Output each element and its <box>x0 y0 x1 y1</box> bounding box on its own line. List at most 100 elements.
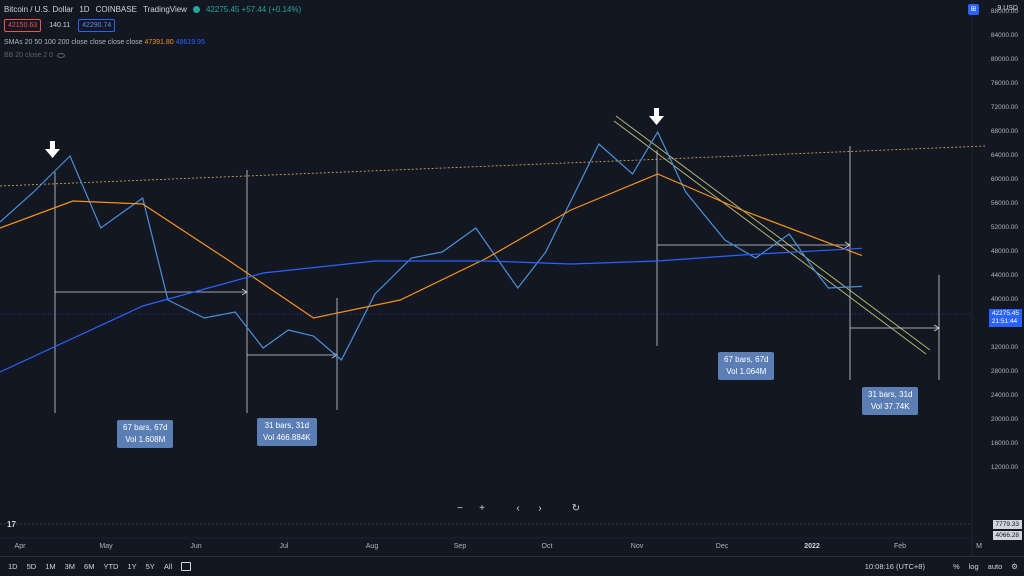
price-tick: 24000.00 <box>990 392 1018 399</box>
sma-label: SMAs 20 50 100 200 close close close clo… <box>4 39 143 46</box>
down-arrow-icon <box>45 141 60 158</box>
interval[interactable]: 1D <box>79 5 90 14</box>
trendline-upper <box>615 115 931 351</box>
price-tick: 16000.00 <box>990 440 1018 447</box>
timeframe-list: 1D 5D 1M 3M 6M YTD 1Y 5Y All <box>8 562 172 571</box>
time-tick: Dec <box>715 543 729 550</box>
currency-selector[interactable]: 9 USD <box>997 5 1018 12</box>
timeframe-button[interactable]: 5Y <box>145 562 155 571</box>
bb-label: BB 20 close 2 0 <box>4 52 54 59</box>
tradingview-logo-icon[interactable]: 17 <box>7 520 16 529</box>
percent-toggle[interactable]: % <box>952 562 960 571</box>
price-tick: 88000.00 <box>990 8 1018 15</box>
zoom-in-button[interactable]: + <box>479 503 485 514</box>
market-open-icon <box>192 6 200 13</box>
time-tick: Oct <box>541 543 553 550</box>
price-tick: 28000.00 <box>990 368 1018 375</box>
annotation-bars: 31 bars, 31d <box>868 390 913 399</box>
price-tick: 48000.00 <box>990 248 1018 255</box>
time-tick: Jul <box>279 543 289 550</box>
reset-chart-button[interactable]: ↻ <box>571 503 581 514</box>
price-series-line <box>0 130 863 361</box>
lower-value-1: 7779.33 <box>992 520 1022 529</box>
settings-icon[interactable]: ⚙ <box>1011 562 1018 571</box>
time-tick: Sep <box>453 543 467 550</box>
price-tick: 76000.00 <box>990 80 1018 87</box>
price-tick: 68000.00 <box>990 128 1018 135</box>
price-tick: 52000.00 <box>990 224 1018 231</box>
timeframe-button[interactable]: 1D <box>8 562 18 571</box>
resistance-line <box>0 145 986 187</box>
sma-orange-line <box>0 173 863 319</box>
price-tick: 44000.00 <box>990 272 1018 279</box>
price-tick: 84000.00 <box>990 32 1018 39</box>
annotation-vol: Vol 1.608M <box>125 435 166 444</box>
lower-value-2: 4066.28 <box>992 531 1022 540</box>
down-arrow-icon <box>649 108 664 125</box>
timeframe-button[interactable]: 5D <box>26 562 37 571</box>
bottom-toolbar: 1D 5D 1M 3M 6M YTD 1Y 5Y All 10:08:16 (UTC+8) % … <box>0 556 1024 576</box>
time-tick: May <box>99 543 113 550</box>
order-panel: 42150.63 140.11 42290.74 <box>4 19 116 32</box>
measure-annotation-4: 31 bars, 31d Vol 37.74K <box>862 387 919 415</box>
clock[interactable]: 10:08:16 (UTC+8) <box>864 562 925 571</box>
timeframe-button[interactable]: 1M <box>45 562 56 571</box>
spread: 140.11 <box>45 19 75 32</box>
scroll-back-button[interactable]: ‹ <box>516 503 520 514</box>
timeframe-button[interactable]: 3M <box>64 562 76 571</box>
measure-lines <box>54 146 940 413</box>
price-tick: 20000.00 <box>990 416 1018 423</box>
log-toggle[interactable]: log <box>968 562 979 571</box>
sma-blue-line <box>0 247 863 373</box>
eye-icon[interactable] <box>57 53 66 58</box>
price-tick: 32000.00 <box>990 344 1018 351</box>
time-tick: Jun <box>190 543 202 550</box>
quote: 42275.45 +57.44 (+0.14%) <box>205 5 302 14</box>
annotation-bars: 31 bars, 31d <box>264 421 310 430</box>
auto-toggle[interactable]: auto <box>987 562 1003 571</box>
annotation-bars: 67 bars, 67d <box>123 423 168 432</box>
source: TradingView <box>142 5 187 14</box>
zoom-out-button[interactable]: − <box>457 503 463 514</box>
measure-annotation-1: 67 bars, 67d Vol 1.608M <box>117 420 174 448</box>
time-tick: M <box>976 543 982 550</box>
time-tick: Feb <box>893 543 907 550</box>
sma-legend[interactable]: SMAs 20 50 100 200 close close close clo… <box>4 39 205 46</box>
time-tick: 2022 <box>804 543 820 550</box>
price-tick: 12000.00 <box>990 464 1018 471</box>
timeframe-button[interactable]: All <box>163 562 173 571</box>
bb-legend[interactable]: BB 20 close 2 0 <box>4 52 66 59</box>
symbol-name[interactable]: Bitcoin / U.S. Dollar <box>4 5 74 14</box>
timeframe-button[interactable]: 6M <box>84 562 95 571</box>
price-tick: 40000.00 <box>990 296 1018 303</box>
annotation-bars: 67 bars, 67d <box>724 355 769 364</box>
calendar-icon[interactable] <box>181 562 192 571</box>
time-tick: Apr <box>14 543 26 550</box>
annotation-vol: Vol 1.064M <box>726 367 767 376</box>
trendline-lower <box>613 120 927 355</box>
compare-icon[interactable]: ⊞ <box>968 4 979 15</box>
price-tick: 64000.00 <box>990 152 1018 159</box>
price-countdown: 21:51:44 <box>991 318 1018 325</box>
chart-navigation: − + ‹ › ↻ <box>452 501 584 517</box>
sell-button[interactable]: 42150.63 <box>4 19 42 32</box>
symbol-header: Bitcoin / U.S. Dollar 1D COINBASE Tradin… <box>4 5 301 14</box>
current-price-label: 42275.45 21:51:44 <box>988 309 1022 327</box>
buy-button[interactable]: 42290.74 <box>78 19 116 32</box>
time-tick: Aug <box>365 543 379 550</box>
sma-value-2: 48619.95 <box>175 39 205 46</box>
price-tick: 60000.00 <box>990 176 1018 183</box>
annotation-vol: Vol 466.884K <box>263 433 311 442</box>
timeframe-button[interactable]: 1Y <box>127 562 137 571</box>
measure-annotation-3: 67 bars, 67d Vol 1.064M <box>718 352 775 380</box>
scroll-forward-button[interactable]: › <box>538 503 542 514</box>
price-tick: 80000.00 <box>990 56 1018 63</box>
sma-value-1: 47391.80 <box>144 39 174 46</box>
exchange: COINBASE <box>95 5 137 14</box>
price-tick: 56000.00 <box>990 200 1018 207</box>
annotation-vol: Vol 37.74K <box>870 402 910 411</box>
current-price: 42275.45 <box>991 310 1019 317</box>
timeframe-button[interactable]: YTD <box>103 562 119 571</box>
price-tick: 72000.00 <box>990 104 1018 111</box>
